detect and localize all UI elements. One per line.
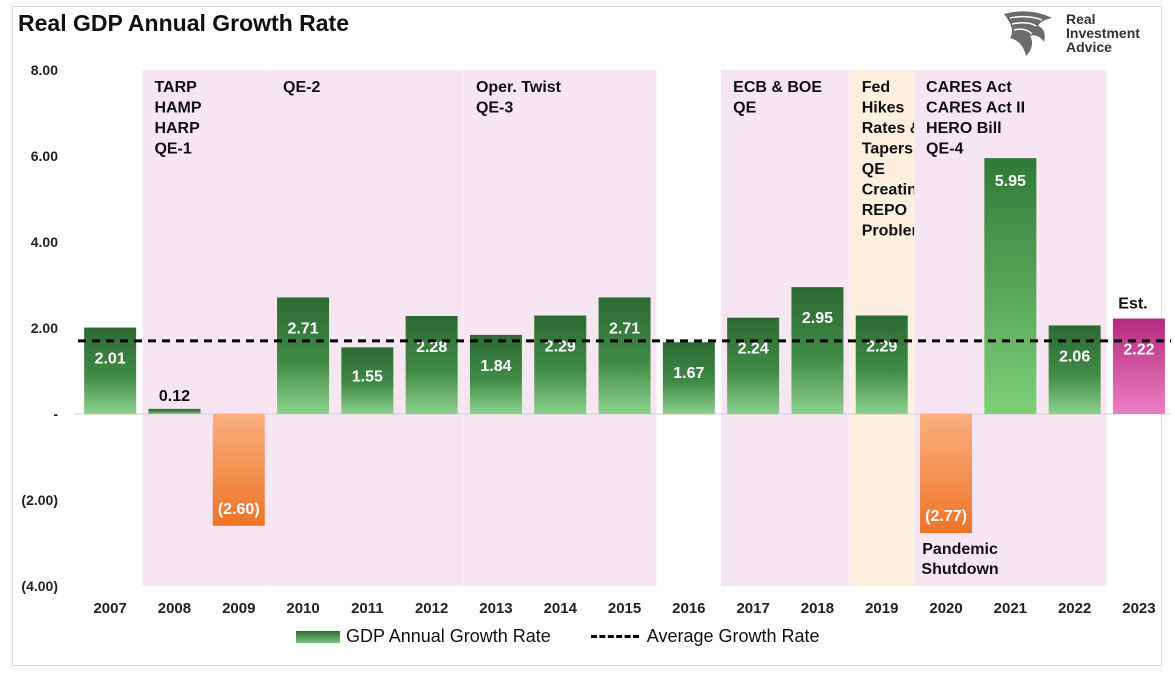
data-label: (2.60) (218, 501, 260, 518)
x-tick-label: 2007 (93, 600, 126, 617)
band-label: Oper. Twist (476, 79, 562, 96)
band-label: QE (862, 161, 885, 178)
band-label: HERO Bill (926, 120, 1002, 137)
legend-dash-swatch (590, 635, 639, 638)
logo-line-2: Investment (1066, 25, 1140, 41)
bar-2014 (534, 315, 587, 414)
y-tick-label: 2.00 (31, 320, 58, 336)
bar-2013 (469, 334, 522, 414)
logo-line-1: Real (1066, 11, 1096, 27)
y-tick-label: 8.00 (31, 62, 58, 78)
x-tick-label: 2017 (736, 600, 769, 617)
band-label: QE-3 (476, 100, 513, 117)
y-tick-label: (2.00) (21, 492, 58, 508)
bar-2012 (405, 315, 458, 414)
band-label: Tapers (862, 141, 913, 158)
brand-logo: Real Investment Advice (1000, 8, 1160, 60)
bar-2010 (277, 297, 330, 414)
y-tick-label: - (53, 406, 58, 422)
bar-2008 (148, 408, 201, 414)
data-label: 2.29 (866, 339, 897, 356)
chart-title: Real GDP Annual Growth Rate (18, 10, 349, 36)
logo-line-3: Advice (1066, 39, 1112, 55)
data-label: 1.84 (480, 358, 511, 375)
data-label: 2.71 (609, 320, 640, 337)
x-tick-label: 2018 (801, 600, 834, 617)
bar-2015 (598, 297, 651, 414)
x-tick-label: 2009 (222, 600, 255, 617)
y-tick-label: (4.00) (21, 578, 58, 594)
annotation-label: Pandemic (922, 541, 998, 558)
band-label: ECB & BOE (733, 79, 822, 96)
bar-2019 (855, 315, 908, 414)
band-label: Problem (862, 223, 926, 240)
data-label: (2.77) (925, 508, 967, 525)
band-label: QE-2 (283, 79, 320, 96)
x-tick-label: 2019 (865, 600, 898, 617)
x-tick-label: 2023 (1122, 600, 1155, 617)
x-tick-label: 2014 (544, 600, 578, 617)
band-label: HARP (154, 120, 200, 137)
legend-bar-swatch (296, 630, 340, 643)
x-tick-label: 2013 (479, 600, 512, 617)
x-tick-label: 2010 (286, 600, 319, 617)
y-tick-label: 6.00 (31, 148, 58, 164)
legend-average-label: Average Growth Rate (646, 626, 820, 646)
bar-2018 (791, 287, 844, 414)
data-label: 0.12 (159, 388, 190, 405)
band-label: QE-4 (926, 141, 963, 158)
data-label: 2.22 (1123, 342, 1154, 359)
band-label: REPO (862, 202, 907, 219)
data-label: 2.71 (287, 320, 318, 337)
x-tick-label: 2008 (158, 600, 191, 617)
annotation-label: Shutdown (921, 561, 998, 578)
data-label: 2.24 (738, 341, 769, 358)
bar-2016 (662, 342, 715, 414)
eagle-head-icon (1004, 11, 1052, 57)
x-tick-label: 2021 (994, 600, 1027, 617)
data-label: 2.95 (802, 310, 833, 327)
bar-2023 (1112, 318, 1165, 414)
bar-2011 (341, 347, 394, 414)
bar-2022 (1048, 325, 1101, 414)
x-tick-label: 2011 (351, 600, 384, 617)
band-label: HAMP (154, 100, 201, 117)
band-label: CARES Act II (926, 100, 1025, 117)
band-label: Rates & (862, 120, 922, 137)
annotation-label: Est. (1118, 296, 1147, 313)
band-label: QE (733, 100, 756, 117)
band-label: QE-1 (154, 141, 191, 158)
data-label: 1.67 (673, 365, 704, 382)
legend-series-label: GDP Annual Growth Rate (346, 626, 551, 646)
x-tick-label: 2020 (929, 600, 962, 617)
y-tick-label: 4.00 (31, 234, 58, 250)
data-label: 1.55 (352, 368, 383, 385)
bar-2021 (984, 158, 1037, 414)
band-label: CARES Act (926, 79, 1012, 96)
x-tick-label: 2012 (415, 600, 448, 617)
bar-2017 (727, 317, 780, 414)
band-label: Fed (862, 79, 890, 96)
x-tick-label: 2015 (608, 600, 641, 617)
bar-2009 (212, 414, 265, 526)
band-label: Creating (862, 182, 927, 199)
x-tick-label: 2022 (1058, 600, 1091, 617)
x-tick-label: 2016 (672, 600, 705, 617)
data-label: 5.95 (995, 173, 1026, 190)
data-label: 2.01 (95, 351, 126, 368)
data-label: 2.28 (416, 339, 447, 356)
data-label: 2.29 (545, 339, 576, 356)
band-label: Hikes (862, 100, 905, 117)
data-label: 2.06 (1059, 348, 1090, 365)
band-label: TARP (154, 79, 197, 96)
chart-legend: GDP Annual Growth Rate Average Growth Ra… (296, 626, 820, 647)
bar-2020 (920, 414, 973, 534)
